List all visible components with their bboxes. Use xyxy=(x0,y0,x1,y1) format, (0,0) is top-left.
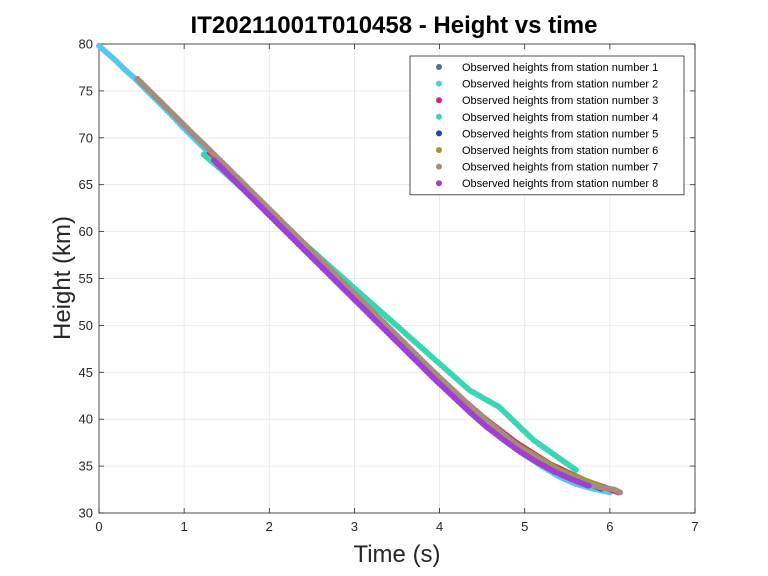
legend-marker xyxy=(436,180,442,187)
data-point xyxy=(572,466,579,473)
legend-label: Observed heights from station number 8 xyxy=(462,178,658,190)
y-tick-label: 60 xyxy=(79,224,93,239)
x-tick-label: 4 xyxy=(436,519,443,534)
legend-marker xyxy=(436,80,442,87)
x-tick-label: 6 xyxy=(606,519,613,534)
legend-label: Observed heights from station number 5 xyxy=(462,128,658,140)
y-tick-label: 75 xyxy=(79,83,93,98)
y-tick-label: 65 xyxy=(79,177,93,192)
y-tick-label: 35 xyxy=(79,459,93,474)
x-tick-label: 5 xyxy=(521,519,528,534)
legend-marker xyxy=(436,113,442,120)
x-tick-label: 7 xyxy=(691,519,698,534)
x-axis-title: Time (s) xyxy=(353,541,440,568)
legend-marker xyxy=(436,97,442,104)
legend-label: Observed heights from station number 4 xyxy=(462,112,658,124)
legend-label: Observed heights from station number 1 xyxy=(462,62,658,74)
x-tick-label: 2 xyxy=(266,519,273,534)
chart-title: IT20211001T010458 - Height vs time xyxy=(191,12,598,39)
y-tick-label: 50 xyxy=(79,318,93,333)
legend-marker xyxy=(436,64,442,70)
x-tick-label: 3 xyxy=(351,519,358,534)
series-8-points xyxy=(210,157,592,489)
y-tick-label: 80 xyxy=(79,37,93,52)
y-tick-label: 45 xyxy=(79,365,93,380)
x-tick-label: 1 xyxy=(181,519,188,534)
legend-label: Observed heights from station number 7 xyxy=(462,162,658,174)
legend-marker xyxy=(436,147,442,153)
legend-marker xyxy=(436,130,442,137)
y-tick-label: 70 xyxy=(79,130,93,145)
legend-label: Observed heights from station number 6 xyxy=(462,145,658,157)
legend-box xyxy=(409,55,685,196)
data-point xyxy=(617,489,624,496)
legend-marker xyxy=(436,163,442,170)
data-points xyxy=(96,42,624,496)
legend: Observed heights from station number 1 Ob… xyxy=(409,55,685,196)
x-tick-label: 0 xyxy=(95,519,102,534)
legend-label: Observed heights from station number 2 xyxy=(462,79,658,91)
y-axis-title: Height (km) xyxy=(49,216,76,340)
y-tick-label: 55 xyxy=(79,271,93,286)
y-tick-label: 40 xyxy=(79,412,93,427)
legend-label: Observed heights from station number 3 xyxy=(462,95,658,107)
y-tick-label: 30 xyxy=(79,506,93,521)
data-point xyxy=(585,482,592,489)
